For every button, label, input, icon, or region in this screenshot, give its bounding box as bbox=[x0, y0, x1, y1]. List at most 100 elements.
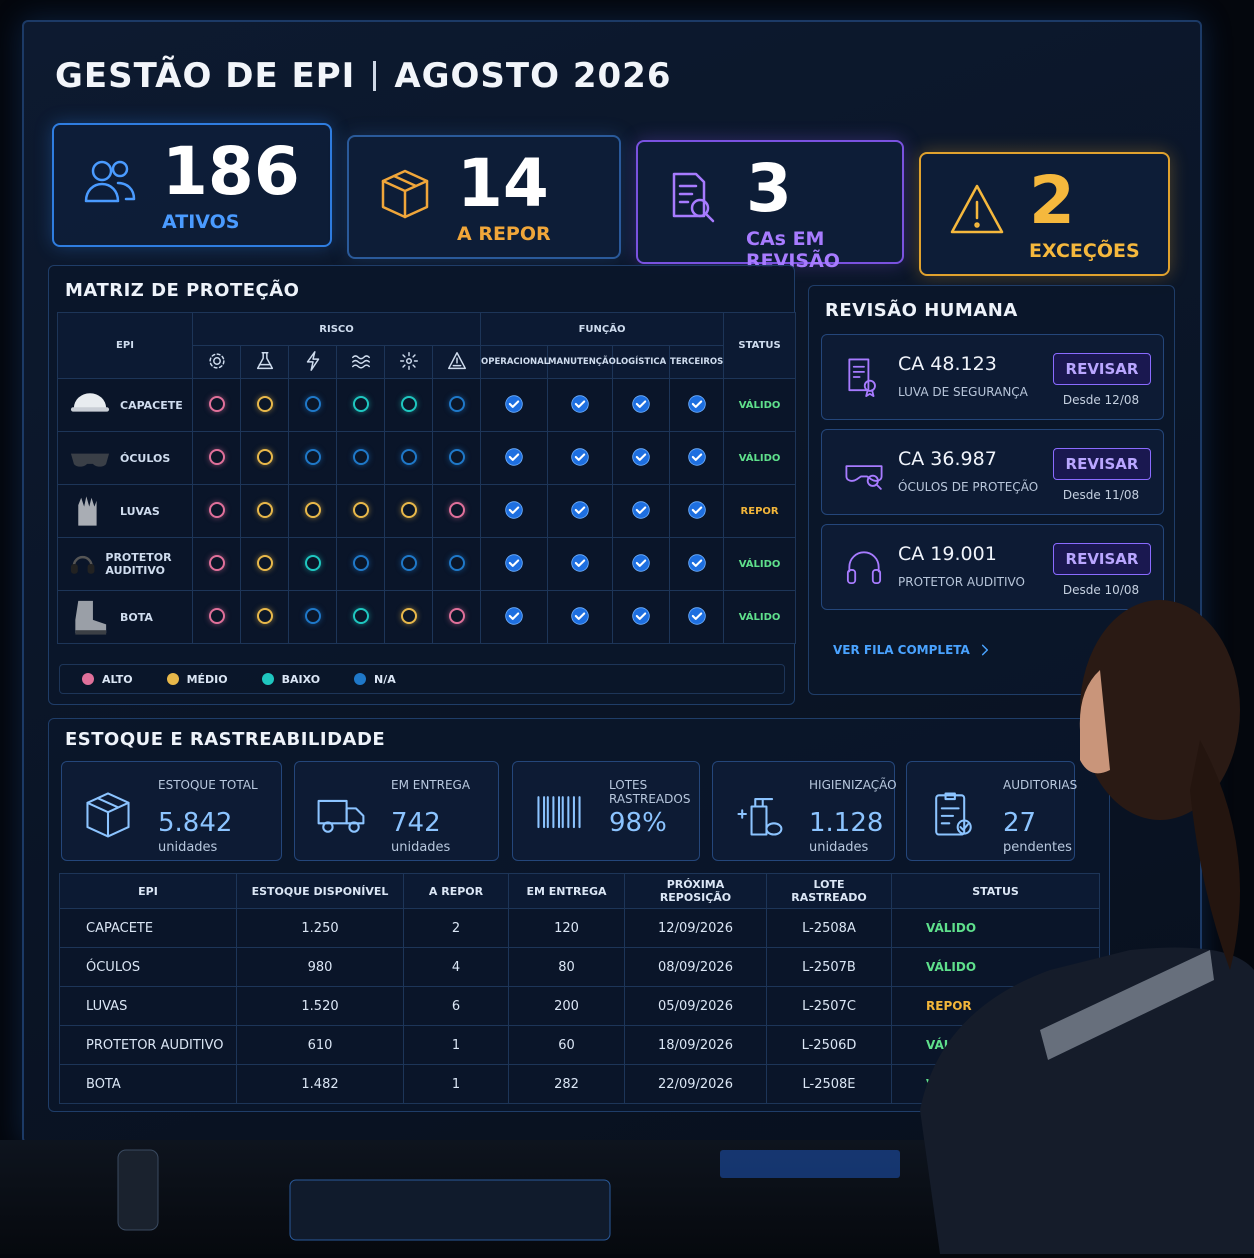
table-cell: LUVAS bbox=[59, 986, 237, 1026]
table-row: CAPACETE 1.250 2 120 12/09/2026 L-2508A VÁLIDO bbox=[59, 908, 1100, 948]
table-cell: 6 bbox=[403, 986, 509, 1026]
ponytail bbox=[1190, 740, 1240, 970]
icon-part bbox=[505, 500, 523, 519]
icon bbox=[737, 798, 783, 836]
risk-dot bbox=[304, 501, 321, 518]
function-header: MANUTENÇÃO bbox=[547, 345, 616, 379]
risk-dot bbox=[256, 395, 273, 412]
kpi-value: 186 bbox=[162, 133, 300, 210]
risk-cell bbox=[240, 431, 289, 485]
icon-part bbox=[70, 564, 78, 574]
icon-part bbox=[574, 399, 586, 408]
icon-part bbox=[635, 611, 647, 620]
icon-part bbox=[574, 505, 586, 514]
table-cell: 282 bbox=[508, 1064, 625, 1104]
risk-cell bbox=[288, 484, 337, 538]
risk-cell bbox=[288, 431, 337, 485]
icon-part bbox=[351, 354, 370, 369]
legend-label: ALTO bbox=[102, 672, 133, 686]
function-cell bbox=[480, 484, 549, 538]
epi-name: LUVAS bbox=[120, 504, 160, 518]
stock-card: HIGIENIZAÇÃO 1.128 unidades bbox=[712, 761, 897, 861]
legend-item: ALTO bbox=[82, 672, 133, 686]
function-cell bbox=[669, 484, 725, 538]
table-cell: L-2508E bbox=[766, 1064, 892, 1104]
icon-part bbox=[75, 600, 107, 634]
table-cell: 1.482 bbox=[236, 1064, 404, 1104]
table-cell: BOTA bbox=[59, 1064, 237, 1104]
function-cell bbox=[669, 537, 725, 591]
review-button[interactable]: REVISAR bbox=[1053, 353, 1151, 385]
icon-part bbox=[635, 452, 647, 461]
icon-part bbox=[687, 606, 706, 625]
icon-part bbox=[537, 796, 581, 829]
icon bbox=[505, 394, 523, 413]
legend-label: N/A bbox=[374, 672, 396, 686]
icon-part bbox=[852, 365, 865, 378]
icon-part bbox=[848, 551, 880, 573]
icon-part bbox=[940, 792, 960, 825]
review-since: Desde 11/08 bbox=[1062, 488, 1140, 502]
risk-cell bbox=[240, 590, 289, 644]
risk-cell bbox=[288, 590, 337, 644]
icon-part bbox=[632, 606, 650, 625]
icon bbox=[845, 465, 883, 490]
icon-part bbox=[574, 611, 586, 620]
epi-cell: PROTETOR AUDITIVO bbox=[57, 537, 193, 591]
legend-label: MÉDIO bbox=[186, 672, 228, 686]
queue-link[interactable]: VER FILA COMPLETA bbox=[833, 643, 992, 657]
review-button[interactable]: REVISAR bbox=[1053, 448, 1151, 480]
function-cell bbox=[547, 537, 614, 591]
table-cell: 2 bbox=[403, 908, 509, 948]
icon-part bbox=[306, 350, 319, 371]
review-ca: CA 19.001 bbox=[898, 543, 997, 565]
table-cell: 80 bbox=[508, 947, 625, 987]
icon bbox=[505, 553, 523, 572]
icon-part bbox=[672, 172, 706, 218]
review-card: CA 48.123 LUVA DE SEGURANÇA REVISAR Desde 1… bbox=[821, 334, 1164, 420]
matrix-panel: MATRIZ DE PROTEÇÃO ALTO MÉDIO BAIXO N/A EPI… bbox=[48, 265, 797, 705]
icon-part bbox=[691, 399, 702, 408]
icon-part bbox=[505, 553, 523, 572]
risk-dot bbox=[400, 501, 417, 518]
review-button[interactable]: REVISAR bbox=[1053, 543, 1151, 575]
risk-dot bbox=[400, 607, 417, 624]
table-cell: 200 bbox=[508, 986, 625, 1026]
icon-part bbox=[78, 496, 97, 526]
icon-part bbox=[635, 505, 647, 514]
function-cell bbox=[612, 537, 671, 591]
icon-part bbox=[505, 394, 523, 413]
header-row: EPI ESTOQUE DISPONÍVEL A REPOR EM ENTREGA PR… bbox=[59, 873, 1100, 909]
kpi-card: 186 ATIVOS bbox=[52, 123, 332, 247]
icon-part bbox=[687, 394, 706, 413]
icon-part bbox=[571, 447, 589, 466]
risk-dot bbox=[400, 448, 417, 465]
risk-cell bbox=[240, 484, 289, 538]
risk-dot bbox=[352, 395, 369, 412]
stock-unit: unidades bbox=[391, 840, 451, 855]
icon bbox=[571, 447, 589, 466]
icon-part bbox=[256, 351, 273, 369]
icon-part bbox=[574, 452, 586, 461]
legend-dot bbox=[82, 672, 94, 685]
icon-part bbox=[70, 407, 110, 412]
icon-part bbox=[704, 212, 715, 223]
column-header: STATUS bbox=[891, 873, 1100, 909]
icon bbox=[846, 551, 882, 585]
icon bbox=[306, 350, 319, 371]
table-cell: 12/09/2026 bbox=[624, 908, 767, 948]
status: VÁLIDO bbox=[723, 431, 797, 485]
risk-dot bbox=[304, 554, 321, 571]
stock-unit: unidades bbox=[809, 840, 869, 855]
icon-part bbox=[505, 606, 523, 625]
risk-dot bbox=[208, 554, 225, 571]
risk-icon-cell bbox=[384, 345, 433, 379]
risk-dot bbox=[304, 448, 321, 465]
icon-part bbox=[691, 558, 702, 567]
risk-icon-cell bbox=[288, 345, 337, 379]
icon-part bbox=[691, 505, 702, 514]
matrix-row: PROTETOR AUDITIVO VÁLIDO bbox=[57, 537, 797, 591]
review-ca: CA 36.987 bbox=[898, 448, 997, 470]
icon bbox=[687, 500, 706, 519]
